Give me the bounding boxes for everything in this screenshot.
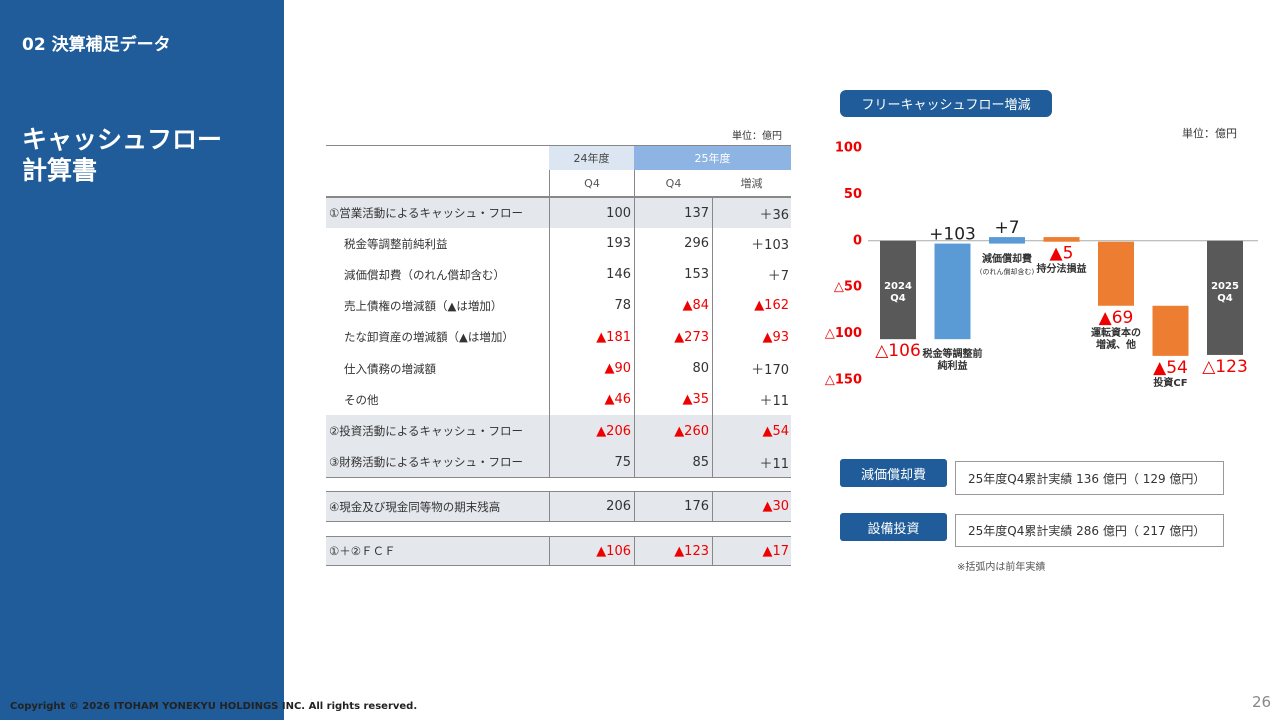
- table-value: 78: [549, 290, 634, 321]
- table-label: 売上債権の増減額（▲は増加）: [344, 298, 503, 313]
- bar: [880, 240, 916, 340]
- category-label: 税金等調整前 純利益: [922, 349, 983, 373]
- bar: [934, 243, 971, 340]
- bar: [1043, 237, 1080, 242]
- table-value: 193: [549, 228, 634, 259]
- page-number: 26: [1252, 693, 1272, 711]
- table-label: 税金等調整前純利益: [344, 236, 448, 251]
- category-label: 投資CF: [1153, 377, 1188, 389]
- table-value: ▲123: [634, 536, 712, 566]
- table-value: ▲93: [712, 321, 791, 353]
- header-col: 増減: [712, 170, 791, 197]
- table-value: ▲90: [549, 353, 634, 384]
- footnote: ※括弧内は前年実績: [957, 562, 1046, 573]
- table-value: ▲35: [634, 384, 712, 415]
- table-value: ▲260: [634, 415, 712, 447]
- chart-title: フリーキャッシュフロー増減: [840, 90, 1052, 117]
- header-year: 24年度: [549, 145, 634, 170]
- table-value: 80: [634, 353, 712, 384]
- table-value: ▲273: [634, 321, 712, 353]
- category-label: 2024 Q4: [884, 280, 912, 304]
- table-label: その他: [344, 392, 379, 407]
- y-tick-label: △150: [825, 373, 862, 388]
- table-label: ④現金及び現金同等物の期末残高: [326, 491, 549, 522]
- table-value: ▲206: [549, 415, 634, 447]
- table-value: 296: [634, 228, 712, 259]
- table-value: ▲17: [712, 536, 791, 566]
- y-tick-label: 0: [853, 233, 862, 248]
- table-value: 85: [634, 447, 712, 478]
- note-box: 25年度Q4累計実績 136 億円（ 129 億円）: [955, 461, 1224, 495]
- value-label: ▲5: [1050, 244, 1074, 264]
- y-tick-label: 100: [835, 141, 862, 156]
- value-label: +103: [929, 225, 976, 245]
- table-value: ▲84: [634, 290, 712, 321]
- category-note: (のれん償却含む): [979, 267, 1035, 276]
- table-value: 100: [549, 197, 634, 228]
- chart-unit: 単位：億円: [1182, 127, 1237, 140]
- table-value: ＋11: [712, 447, 791, 478]
- table-value: ＋170: [712, 353, 791, 384]
- unit: 単位：億円: [732, 131, 782, 142]
- table-value: ▲46: [549, 384, 634, 415]
- bar: [1152, 305, 1189, 356]
- table-value: 176: [634, 491, 712, 522]
- table-value: ＋11: [712, 384, 791, 415]
- table-value: ＋103: [712, 228, 791, 259]
- table-label: たな卸資産の増減額（▲は増加）: [344, 330, 514, 344]
- page-title: キャッシュフロー 計算書: [22, 125, 223, 185]
- value-label: +7: [994, 218, 1019, 238]
- value-label: △106: [875, 341, 921, 361]
- table-value: ▲54: [712, 415, 791, 447]
- table-value: ＋36: [712, 197, 791, 228]
- table-label: 減価償却費（のれん償却含む）: [344, 267, 505, 282]
- note-box: 25年度Q4累計実績 286 億円（ 217 億円）: [955, 514, 1224, 547]
- table-value: 75: [549, 447, 634, 478]
- table-value: ＋7: [712, 259, 791, 290]
- table-label: ③財務活動によるキャッシュ・フロー: [326, 447, 549, 478]
- table-label: ①営業活動によるキャッシュ・フロー: [326, 197, 549, 228]
- y-tick-label: 50: [844, 187, 862, 202]
- category-label: 持分法損益: [1036, 263, 1087, 275]
- header-year: 25年度: [634, 145, 791, 170]
- table-value: ▲30: [712, 491, 791, 522]
- value-label: ▲69: [1099, 308, 1134, 328]
- header-cell: [326, 145, 549, 197]
- category-label: 運転資本の 増減、他: [1091, 327, 1141, 351]
- sidebar: [0, 0, 284, 720]
- table-value: 206: [549, 491, 634, 522]
- table-label: ②投資活動によるキャッシュ・フロー: [326, 415, 549, 447]
- table-label: 仕入債務の増減額: [344, 361, 436, 376]
- table-value: ▲181: [549, 321, 634, 353]
- bar: [989, 237, 1025, 244]
- category-label: 減価償却費: [982, 253, 1032, 265]
- table-label: ①＋②ＦＣＦ: [326, 536, 549, 566]
- table-value: 153: [634, 259, 712, 290]
- category-label: 2025 Q4: [1211, 280, 1239, 304]
- section-label: 02 決算補足データ: [22, 35, 171, 55]
- chart: 100 50 0 △50 △100 △150 △106 +103 +7 ▲5 ▲69 ▲54 △123 2…: [820, 120, 1260, 410]
- bar: [1207, 240, 1243, 355]
- header-col: Q4: [634, 170, 712, 197]
- table-value: ▲106: [549, 536, 634, 566]
- note-tag: 設備投資: [840, 513, 947, 541]
- copyright: Copyright © 2026 ITOHAM YONEKYU HOLDINGS…: [10, 701, 418, 712]
- note-tag: 減価償却費: [840, 459, 947, 487]
- table-value: 146: [549, 259, 634, 290]
- value-label: ▲54: [1153, 358, 1188, 378]
- value-label: △123: [1202, 357, 1248, 377]
- y-tick-label: △100: [825, 326, 862, 341]
- chart-svg: 100 50 0 △50 △100 △150 △106 +103 +7 ▲5 ▲69 ▲54 △123: [825, 141, 1258, 388]
- bar: [1098, 241, 1134, 306]
- table-value: 137: [634, 197, 712, 228]
- table-value: ▲162: [712, 290, 791, 321]
- y-tick-label: △50: [834, 280, 862, 295]
- header-col: Q4: [549, 170, 634, 197]
